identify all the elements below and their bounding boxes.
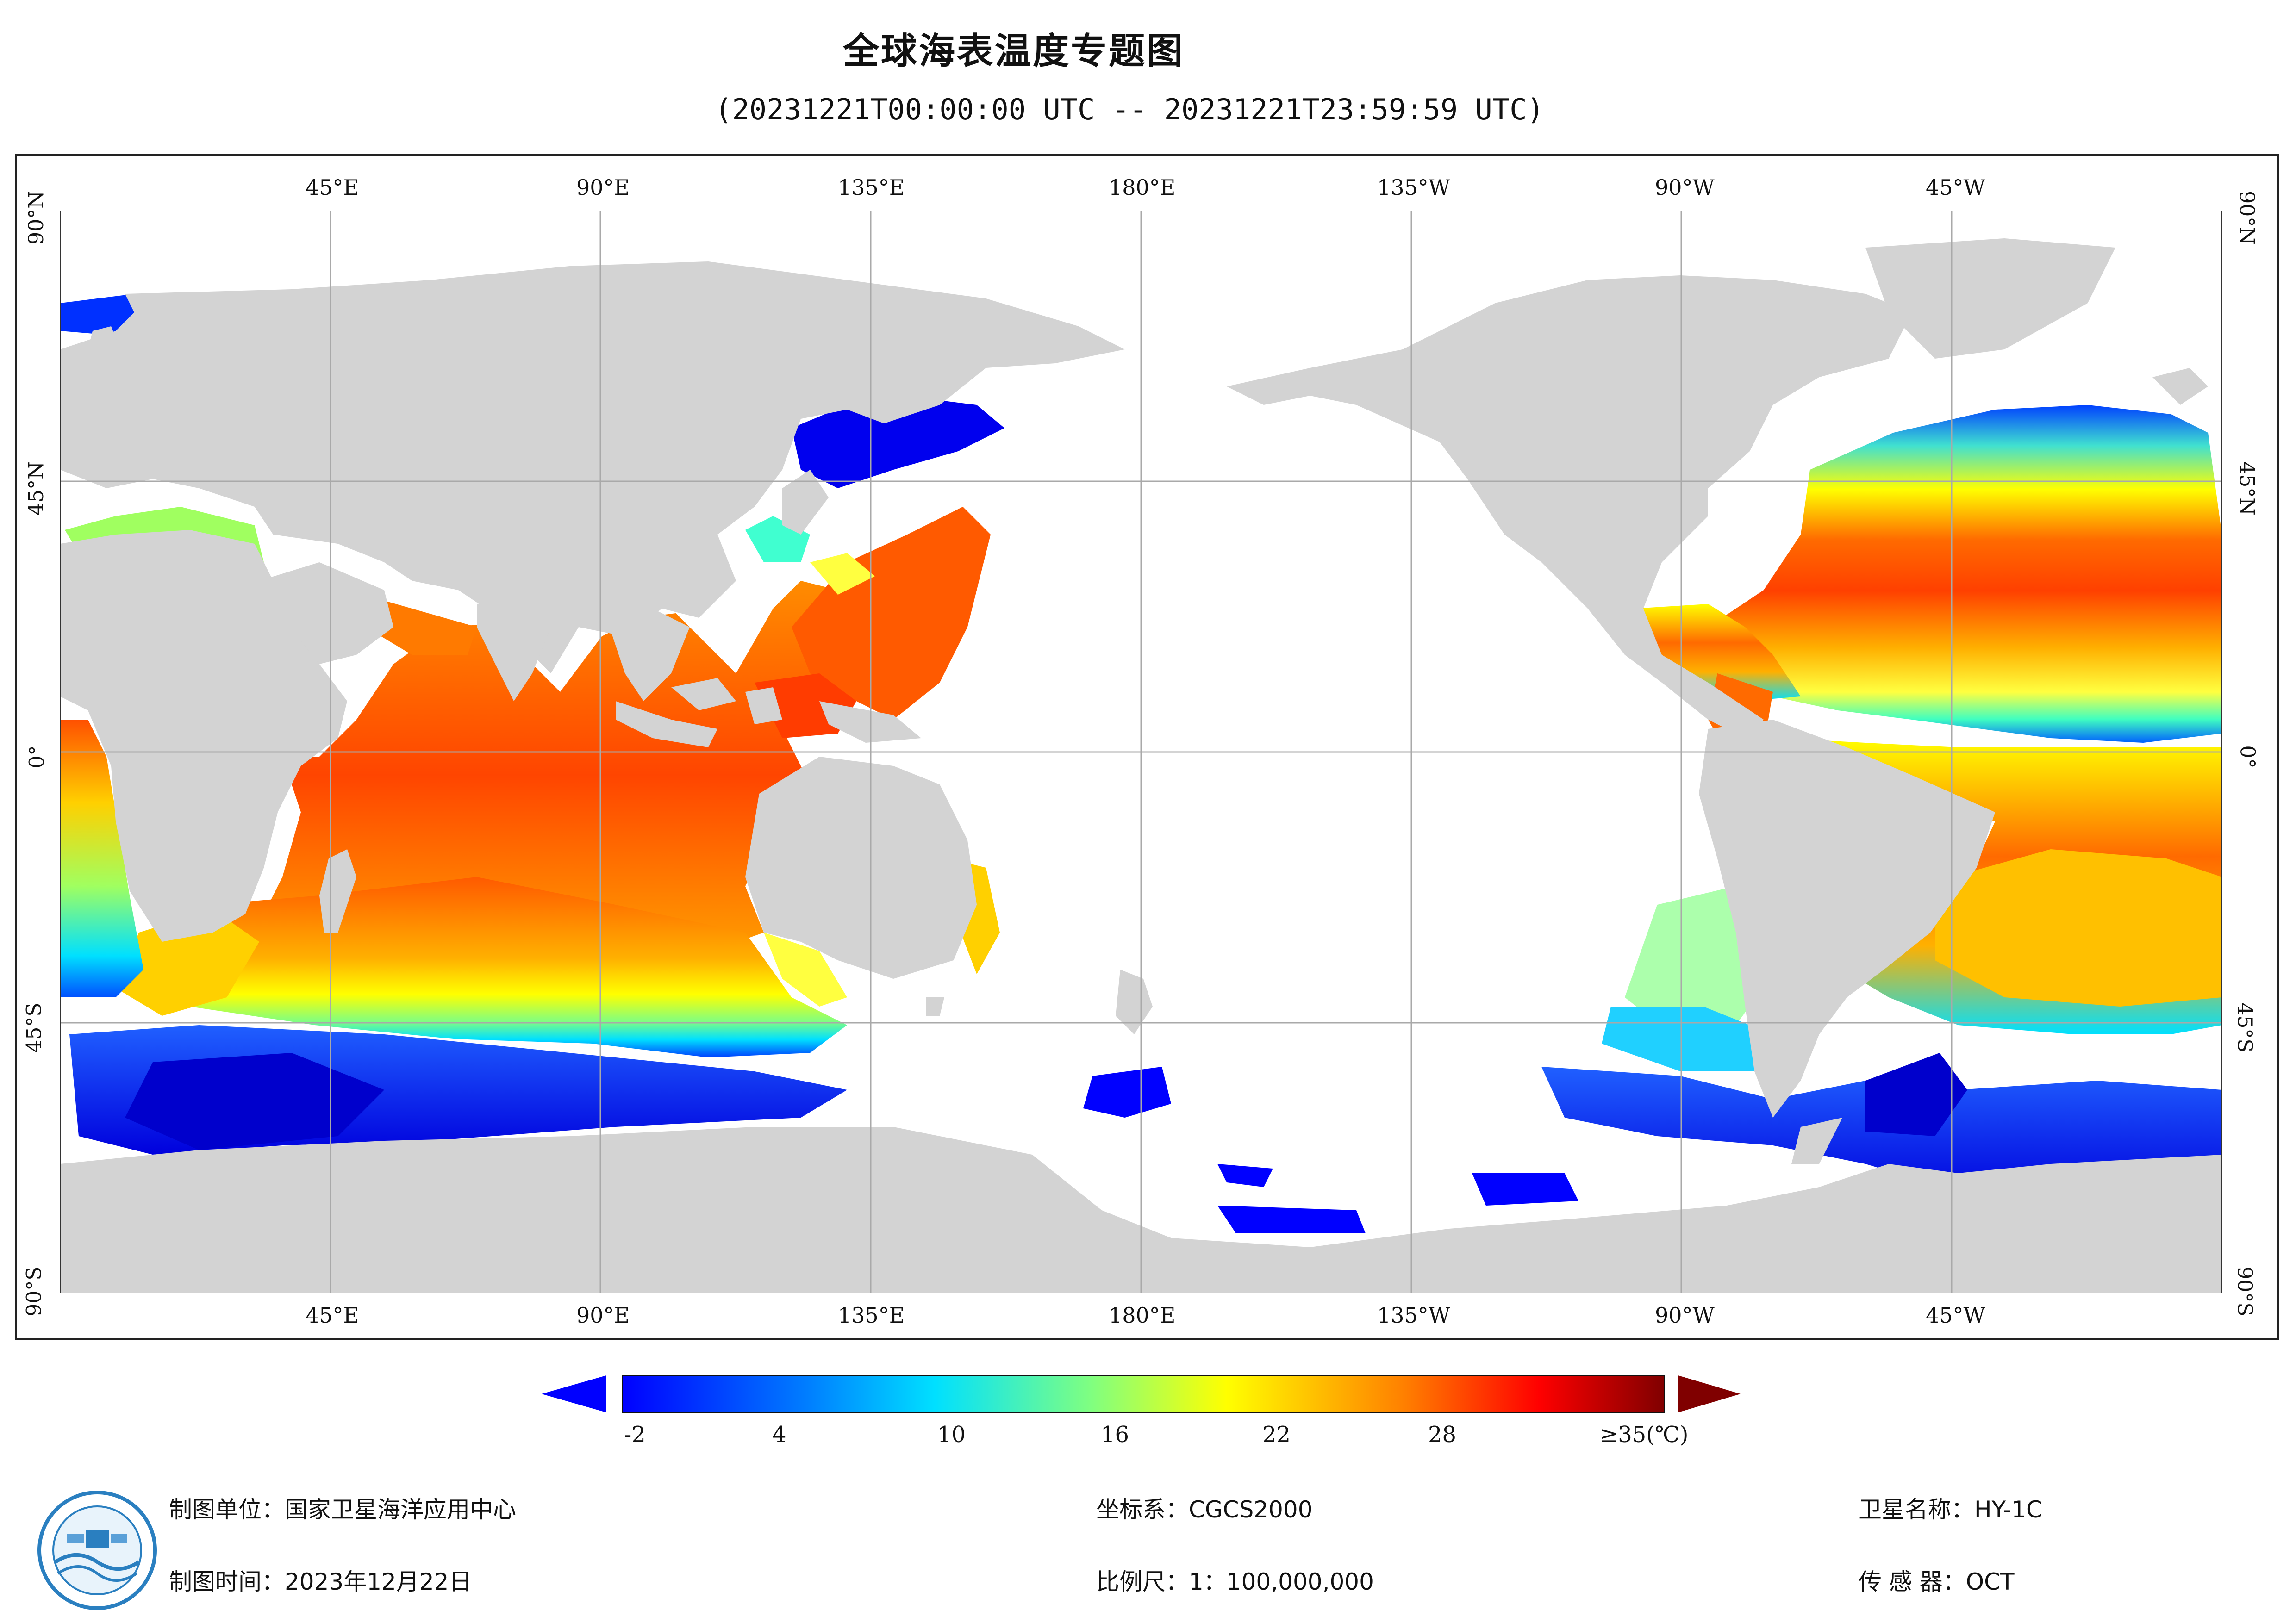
lon-label-90e-top: 90°E — [576, 175, 630, 200]
lon-label-45w-bottom: 45°W — [1926, 1303, 1985, 1328]
lon-label-135e-top: 135°E — [838, 175, 905, 200]
lon-label-90w-bottom: 90°W — [1655, 1303, 1715, 1328]
lon-label-180e-bottom: 180°E — [1109, 1303, 1176, 1328]
nsoas-logo — [37, 1491, 157, 1610]
colorbar-low-arrow — [542, 1375, 606, 1412]
lat-label-90n-left: 90°N — [24, 191, 48, 245]
lon-label-180e-top: 180°E — [1109, 175, 1176, 200]
lon-label-90e-bottom: 90°E — [576, 1303, 630, 1328]
colorbar-high-arrow — [1678, 1375, 1741, 1412]
coordinate-system: 坐标系：CGCS2000 — [1096, 1496, 1313, 1523]
sensor-name: 传 感 器：OCT — [1859, 1568, 2015, 1595]
map-title: 全球海表温度专题图 — [842, 31, 1185, 72]
lat-label-90n-right: 90°N — [2234, 191, 2259, 245]
lon-label-90w-top: 90°W — [1655, 175, 1715, 200]
lat-label-45n-right: 45°N — [2234, 461, 2259, 516]
colorbar-label-5: 28 — [1428, 1422, 1457, 1448]
sst-data-layer — [60, 294, 2222, 1233]
lat-label-90s-left: 90°S — [22, 1266, 46, 1317]
lat-label-90s-right: 90°S — [2233, 1266, 2257, 1317]
lon-label-135e-bottom: 135°E — [838, 1303, 905, 1328]
satellite-name: 卫星名称：HY-1C — [1859, 1496, 2042, 1523]
colorbar-label-0: -2 — [624, 1422, 646, 1448]
lat-label-eq-left: 0° — [25, 745, 49, 769]
colorbar-label-4: 22 — [1262, 1422, 1291, 1448]
graticule — [60, 211, 2222, 1293]
lat-label-45n-left: 45°N — [24, 461, 48, 516]
mapping-date: 制图时间：2023年12月22日 — [169, 1568, 472, 1595]
colorbar — [542, 1375, 1741, 1413]
lat-label-eq-right: 0° — [2235, 745, 2259, 769]
map-frame — [15, 154, 2279, 1340]
map-scale: 比例尺：1：100,000,000 — [1096, 1568, 1374, 1595]
colorbar-label-2: 10 — [937, 1422, 966, 1448]
lon-label-45e-top: 45°E — [306, 175, 359, 200]
mapping-unit: 制图单位：国家卫星海洋应用中心 — [169, 1496, 516, 1523]
lon-label-135w-top: 135°W — [1377, 175, 1451, 200]
sst-map — [60, 211, 2222, 1293]
lon-label-135w-bottom: 135°W — [1377, 1303, 1451, 1328]
lat-label-45s-left: 45°S — [22, 1002, 46, 1053]
lon-label-45e-bottom: 45°E — [306, 1303, 359, 1328]
colorbar-label-1: 4 — [772, 1422, 786, 1448]
colorbar-body — [622, 1375, 1665, 1413]
lat-label-45s-right: 45°S — [2233, 1002, 2257, 1053]
lon-label-45w-top: 45°W — [1926, 175, 1985, 200]
map-subtitle: (20231221T00:00:00 UTC -- 20231221T23:59… — [715, 93, 1544, 126]
colorbar-label-6: ≥35(℃) — [1599, 1422, 1689, 1448]
colorbar-label-3: 16 — [1101, 1422, 1129, 1448]
